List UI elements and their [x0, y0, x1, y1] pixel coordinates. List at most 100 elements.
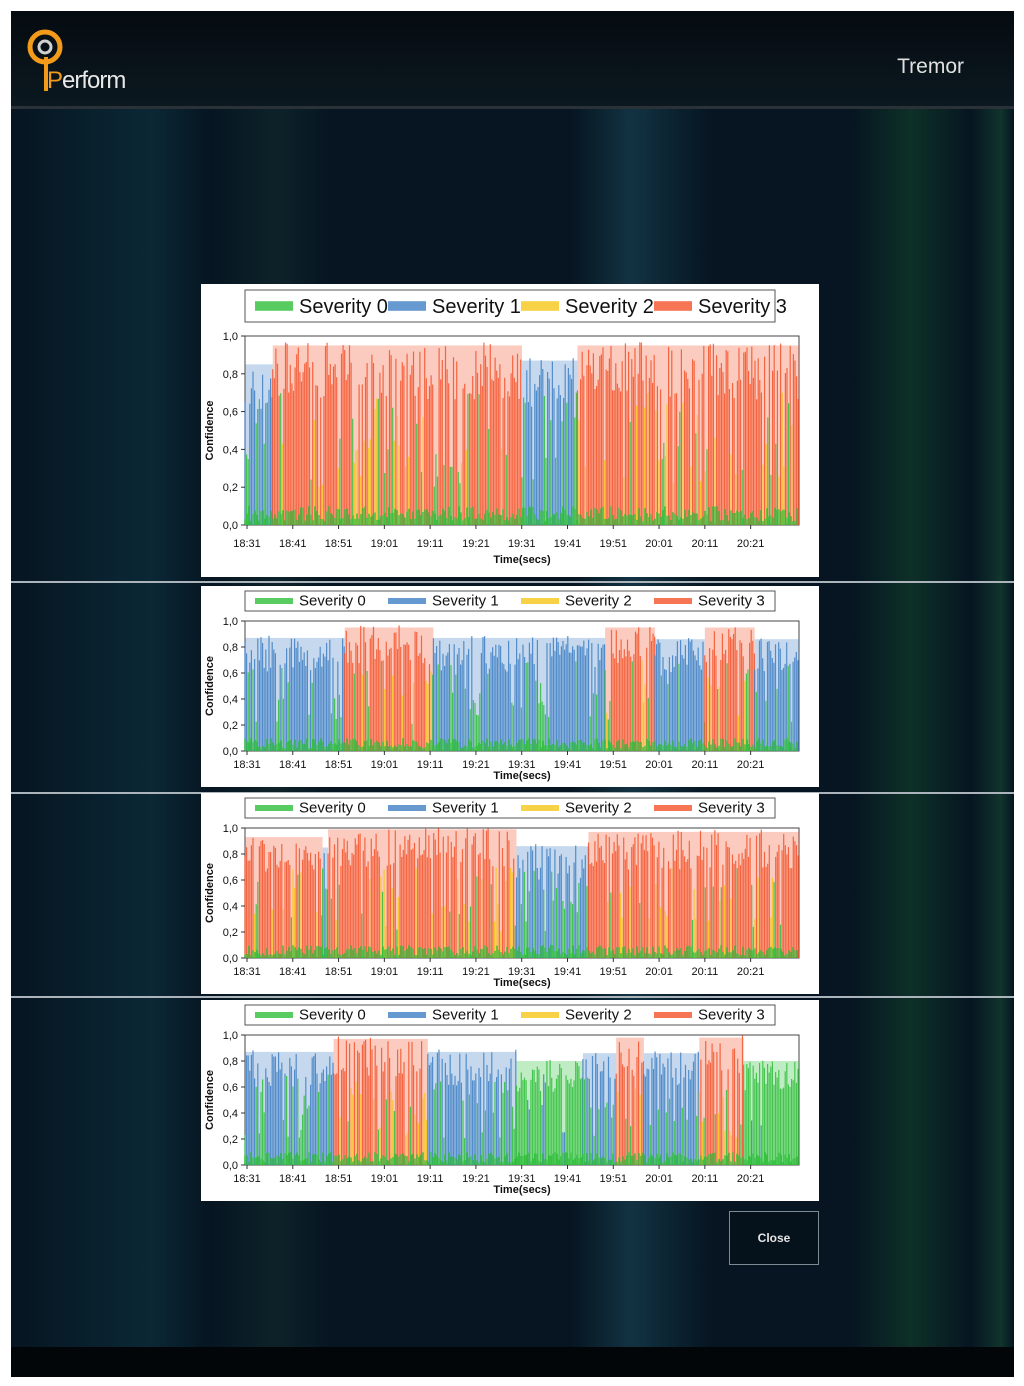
y-tick-label: 0,0 — [223, 953, 238, 965]
x-tick-label: 19:11 — [417, 759, 444, 771]
x-tick-label: 18:41 — [279, 759, 307, 771]
x-tick-label: 19:21 — [462, 759, 490, 771]
x-tick-label: 19:31 — [508, 759, 536, 771]
x-tick-label: 18:31 — [233, 966, 261, 978]
divider-3 — [11, 996, 1014, 998]
x-tick-label: 20:11 — [691, 966, 718, 978]
legend-label: Severity 2 — [565, 296, 654, 318]
legend-swatch — [388, 805, 426, 811]
divider-1 — [11, 581, 1014, 583]
x-axis-label: Time(secs) — [493, 1184, 551, 1196]
x-tick-label: 19:41 — [554, 966, 582, 978]
x-tick-label: 20:01 — [645, 966, 673, 978]
x-tick-label: 20:01 — [645, 1173, 673, 1185]
chart-panel-2: Severity 0 Severity 1 Severity 2 Severity 3… — [201, 586, 819, 787]
tremor-chart-1: Severity 0 Severity 1 Severity 2 Severity 3… — [204, 289, 800, 566]
x-tick-label: 19:21 — [462, 538, 490, 550]
x-tick-label: 18:31 — [233, 759, 261, 771]
legend-swatch — [388, 1012, 426, 1018]
x-tick-label: 18:41 — [279, 966, 307, 978]
legend-label: Severity 1 — [432, 296, 521, 318]
legend-label: Severity 0 — [299, 592, 366, 609]
x-tick-label: 19:31 — [508, 1173, 536, 1185]
x-tick-label: 19:01 — [371, 966, 399, 978]
x-tick-label: 19:31 — [508, 538, 536, 550]
y-tick-label: 0,2 — [223, 927, 238, 939]
legend-label: Severity 1 — [432, 799, 499, 816]
x-tick-label: 18:31 — [233, 538, 261, 550]
legend-label: Severity 2 — [565, 1006, 632, 1023]
x-tick-label: 19:41 — [554, 538, 582, 550]
chart-panel-4: Severity 0 Severity 1 Severity 2 Severity 3… — [201, 1000, 819, 1201]
legend-label: Severity 3 — [698, 296, 787, 318]
legend-label: Severity 3 — [698, 799, 765, 816]
y-tick-label: 0,0 — [223, 1160, 238, 1172]
x-tick-label: 19:11 — [417, 966, 444, 978]
y-tick-label: 0,2 — [223, 1134, 238, 1146]
x-tick-label: 18:51 — [325, 966, 353, 978]
legend-label: Severity 2 — [565, 592, 632, 609]
data-marks — [244, 625, 799, 751]
y-tick-label: 0,6 — [223, 668, 238, 680]
legend-swatch — [255, 1012, 293, 1018]
legend-swatch — [521, 301, 559, 311]
y-tick-label: 0,6 — [223, 407, 238, 419]
legend-label: Severity 1 — [432, 592, 499, 609]
severity-1-segment — [516, 846, 589, 958]
x-tick-label: 20:21 — [737, 538, 765, 550]
legend-swatch — [255, 598, 293, 604]
legend-label: Severity 0 — [299, 296, 388, 318]
legend-label: Severity 0 — [299, 1006, 366, 1023]
x-tick-label: 20:21 — [737, 966, 765, 978]
y-tick-label: 0,0 — [223, 746, 238, 758]
legend-swatch — [255, 301, 293, 311]
y-tick-label: 0,0 — [223, 520, 238, 532]
x-axis-label: Time(secs) — [493, 554, 551, 566]
x-tick-label: 18:51 — [325, 538, 353, 550]
legend-swatch — [521, 598, 559, 604]
x-tick-label: 19:01 — [371, 1173, 399, 1185]
app-screen: Perform Tremor Severity 0 Severity 1 Sever… — [11, 11, 1014, 1377]
x-tick-label: 19:01 — [371, 759, 399, 771]
y-tick-label: 0,2 — [223, 482, 238, 494]
legend-swatch — [654, 598, 692, 604]
y-tick-label: 0,4 — [223, 694, 238, 706]
x-tick-label: 18:51 — [325, 759, 353, 771]
y-tick-label: 0,6 — [223, 1082, 238, 1094]
tremor-chart-2: Severity 0 Severity 1 Severity 2 Severity 3… — [204, 590, 800, 782]
y-tick-label: 0,2 — [223, 720, 238, 732]
x-tick-label: 19:21 — [462, 966, 490, 978]
x-axis-label: Time(secs) — [493, 770, 551, 782]
legend-label: Severity 0 — [299, 799, 366, 816]
screen-title: Tremor — [897, 55, 964, 78]
data-marks — [244, 1035, 799, 1165]
x-tick-label: 20:01 — [645, 538, 673, 550]
y-tick-label: 0,8 — [223, 1056, 238, 1068]
legend-swatch — [521, 1012, 559, 1018]
legend-swatch — [654, 301, 692, 311]
legend-swatch — [521, 805, 559, 811]
x-tick-label: 18:41 — [279, 538, 307, 550]
footer-bar — [11, 1347, 1014, 1377]
close-button[interactable]: Close — [729, 1211, 819, 1265]
x-tick-label: 20:11 — [691, 538, 718, 550]
legend-box — [244, 590, 776, 612]
x-tick-label: 19:11 — [417, 1173, 444, 1185]
chart-panel-1: Severity 0 Severity 1 Severity 2 Severity 3… — [201, 284, 819, 577]
data-marks — [244, 342, 799, 525]
x-tick-label: 18:41 — [279, 1173, 307, 1185]
y-tick-label: 1,0 — [223, 331, 238, 343]
legend-label: Severity 3 — [698, 592, 765, 609]
y-tick-label: 1,0 — [223, 616, 238, 628]
tremor-chart-4: Severity 0 Severity 1 Severity 2 Severity 3… — [204, 1004, 800, 1196]
header-bar: Perform Tremor — [11, 11, 1014, 109]
chart-panel-3: Severity 0 Severity 1 Severity 2 Severity 3… — [201, 793, 819, 994]
legend-swatch — [388, 301, 426, 311]
legend-swatch — [654, 1012, 692, 1018]
y-tick-label: 0,8 — [223, 642, 238, 654]
perform-logo-icon — [27, 29, 63, 91]
legend-label: Severity 2 — [565, 799, 632, 816]
data-marks — [244, 828, 799, 958]
x-tick-label: 19:41 — [554, 759, 582, 771]
legend-swatch — [388, 598, 426, 604]
